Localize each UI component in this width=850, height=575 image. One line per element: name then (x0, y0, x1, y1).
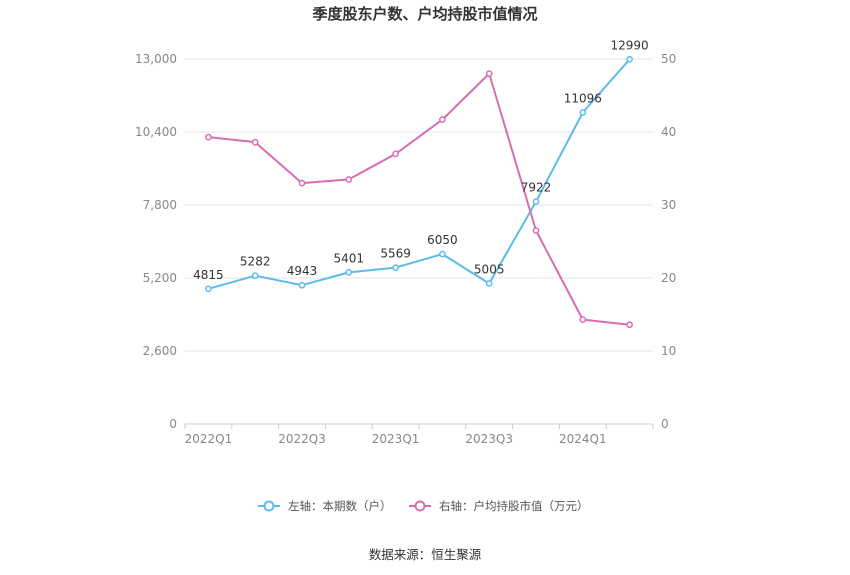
right-tick-label: 10 (661, 344, 676, 358)
left-tick-label: 5,200 (143, 271, 177, 285)
right-tick-label: 0 (661, 417, 669, 431)
legend-label: 左轴：本期数（户） (288, 499, 392, 513)
legend-swatch-marker (263, 500, 275, 512)
data-label: 11096 (564, 91, 602, 105)
right-tick-label: 20 (661, 271, 676, 285)
data-label: 7922 (521, 181, 552, 195)
data-label: 5282 (240, 255, 271, 269)
series-point-1 (345, 176, 353, 183)
legend-label: 右轴：户均持股市值（万元） (439, 499, 589, 513)
x-tick-label: 2022Q1 (185, 432, 233, 446)
left-tick-label: 7,800 (143, 198, 177, 212)
series-point-1 (205, 133, 212, 141)
series-point-1 (485, 70, 493, 77)
data-label: 5401 (334, 251, 365, 265)
x-tick-label: 2023Q1 (372, 432, 420, 446)
data-label: 5569 (380, 247, 411, 261)
right-tick-label: 30 (661, 198, 676, 212)
left-axis: 0 2,600 5,200 7,800 10,400 13,000 (135, 52, 177, 431)
series-point-0 (392, 264, 399, 271)
data-label: 6050 (427, 233, 458, 247)
series-point-0 (439, 250, 446, 258)
series-point-0 (579, 109, 587, 116)
series-point-1 (392, 150, 399, 158)
right-tick-label: 40 (661, 125, 676, 139)
series-point-0 (205, 285, 212, 293)
x-tick-label: 2022Q3 (278, 432, 326, 446)
legend: 左轴：本期数（户） 右轴：户均持股市值（万元） (258, 499, 589, 513)
data-label: 4943 (287, 264, 318, 278)
left-tick-label: 10,400 (135, 125, 177, 139)
source-note: 数据来源：恒生聚源 (369, 547, 482, 562)
series-point-1 (579, 316, 587, 323)
series-point-0 (532, 198, 540, 205)
data-label: 4815 (193, 268, 224, 282)
series-point-1 (626, 321, 633, 329)
series-point-1 (298, 179, 306, 187)
left-tick-label: 0 (169, 417, 177, 431)
right-tick-label: 50 (661, 52, 676, 66)
chart-title: 季度股东户数、户均持股市值情况 (312, 5, 537, 23)
right-axis: 0 10 20 30 40 50 (661, 52, 676, 431)
series-group (205, 55, 633, 329)
x-axis: 2022Q1 2022Q3 2023Q1 2023Q3 2024Q1 (184, 424, 654, 446)
series-line-1 (208, 72, 630, 326)
series-line-0 (208, 58, 631, 290)
x-tick-label: 2023Q3 (465, 432, 513, 446)
series-point-0 (298, 281, 306, 289)
data-label: 5005 (474, 262, 505, 276)
data-label: 12990 (611, 38, 649, 52)
left-tick-label: 13,000 (135, 52, 177, 66)
left-tick-label: 2,600 (143, 344, 177, 358)
series-point-1 (532, 227, 540, 234)
series-point-1 (251, 138, 259, 146)
series-point-0 (251, 272, 259, 280)
x-tick-label: 2024Q1 (559, 432, 607, 446)
series-point-0 (626, 55, 633, 63)
series-point-0 (485, 280, 493, 287)
series-point-1 (439, 116, 446, 123)
series-point-0 (345, 269, 353, 276)
legend-swatch-marker (414, 500, 426, 512)
data-labels: 4815 5282 4943 5401 5569 6050 5005 7922 11096 129… (193, 38, 649, 282)
